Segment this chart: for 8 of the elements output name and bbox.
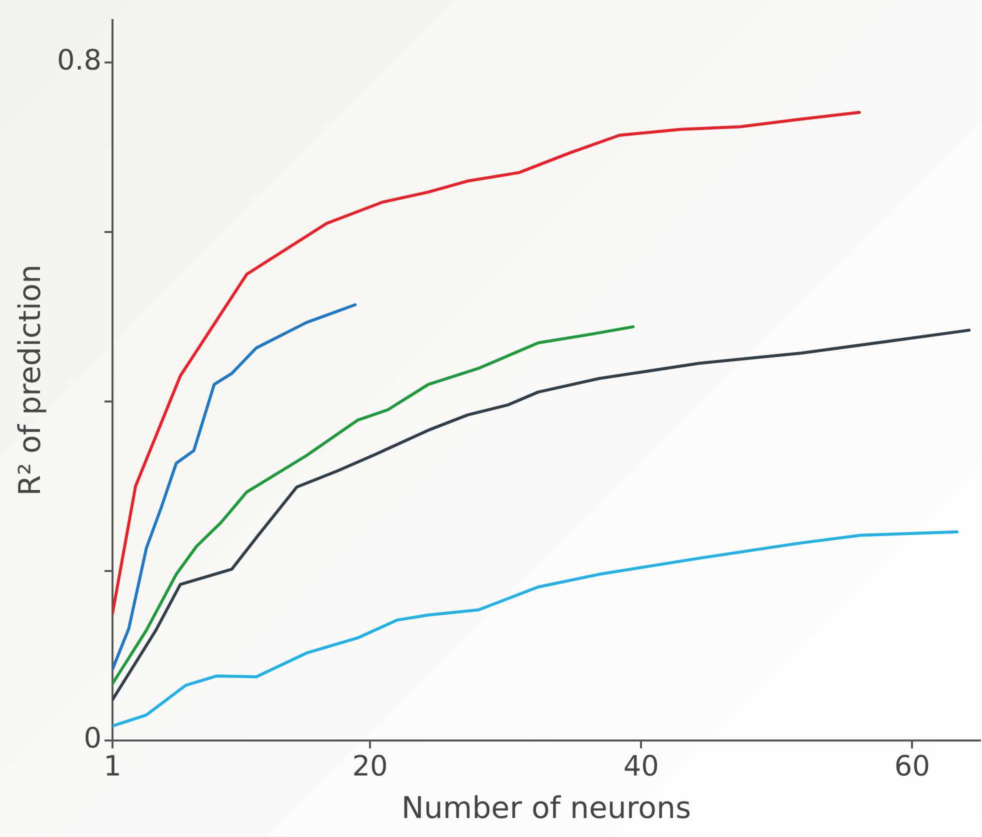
y-tick-label: 0.8	[57, 44, 102, 77]
x-tick-label: 1	[104, 749, 122, 782]
x-tick-label: 40	[623, 749, 659, 782]
x-tick-label: 20	[352, 749, 388, 782]
y-tick-label: 0	[84, 722, 102, 755]
y-axis-title: R² of prediction	[12, 264, 48, 496]
x-tick-label: 60	[894, 749, 930, 782]
x-axis-title: Number of neurons	[401, 790, 692, 826]
